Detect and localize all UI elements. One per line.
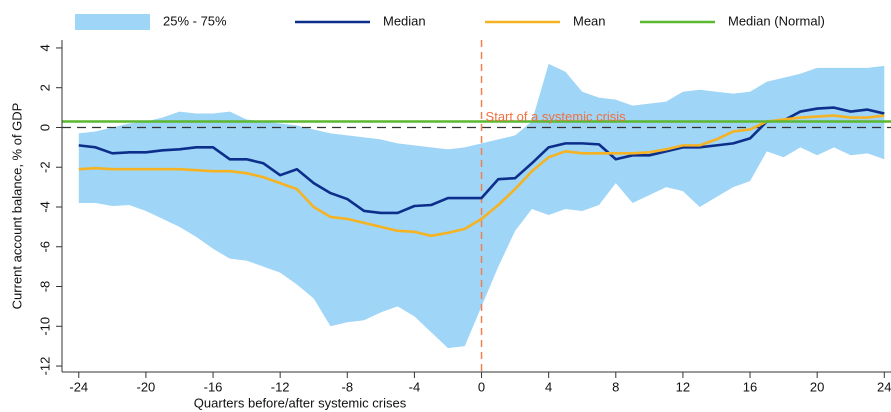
legend-label: Median — [383, 13, 426, 28]
y-tick-label: 2 — [37, 84, 52, 91]
legend-label: Mean — [573, 13, 606, 28]
x-tick-label: -12 — [271, 379, 290, 394]
y-tick-label: 0 — [37, 124, 52, 131]
y-tick-label: -10 — [37, 317, 52, 336]
y-axis-title: Current account balance, % of GDP — [9, 103, 24, 310]
series-line — [78, 106, 885, 215]
y-tick-label: -4 — [37, 201, 52, 213]
x-tick-label: 12 — [676, 379, 690, 394]
x-tick-label: -4 — [409, 379, 421, 394]
x-tick-label: -24 — [69, 379, 88, 394]
iqr-band — [78, 63, 885, 349]
x-tick-label: -8 — [342, 379, 354, 394]
legend-label: Median (Normal) — [728, 13, 825, 28]
x-axis-title: Quarters before/after systemic crises — [194, 395, 407, 410]
annotation: Start of a systemic crisis — [486, 109, 627, 124]
x-tick-label: 0 — [478, 379, 485, 394]
x-tick-label: 16 — [743, 379, 757, 394]
x-tick-label: -20 — [137, 379, 156, 394]
x-tick-label: 24 — [877, 379, 891, 394]
x-tick-label: 4 — [545, 379, 552, 394]
y-tick-label: -12 — [37, 357, 52, 376]
y-tick-label: -6 — [37, 241, 52, 253]
x-tick-label: -16 — [204, 379, 223, 394]
x-tick-label: 20 — [810, 379, 824, 394]
series-line — [78, 114, 885, 238]
y-tick-label: -8 — [37, 281, 52, 293]
legend-label: 25% - 75% — [163, 13, 227, 28]
y-tick-label: -2 — [37, 161, 52, 173]
x-tick-label: 8 — [612, 379, 619, 394]
legend-swatch — [75, 14, 150, 30]
y-tick-label: 4 — [37, 44, 52, 51]
